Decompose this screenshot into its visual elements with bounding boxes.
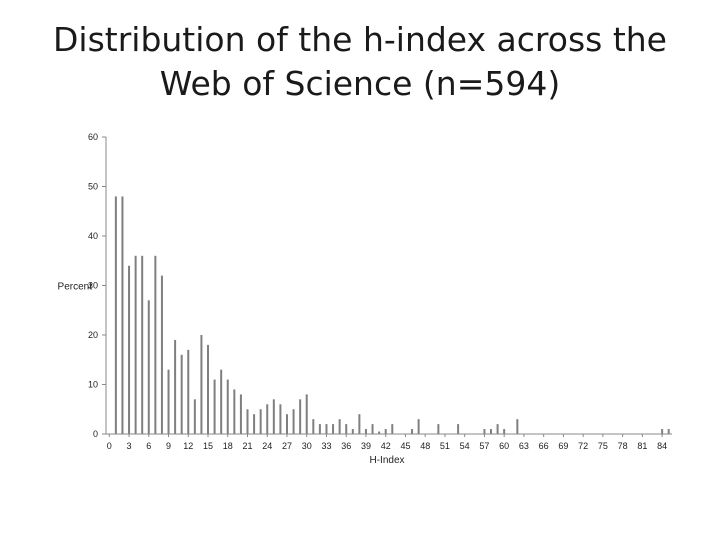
bar <box>371 424 374 434</box>
y-tick-label: 40 <box>88 231 98 241</box>
bar <box>661 429 664 434</box>
bar <box>285 414 288 434</box>
bar <box>503 429 506 434</box>
y-axis-title: Percent <box>58 282 93 293</box>
bar <box>292 409 295 434</box>
bar <box>457 424 460 434</box>
y-tick-label: 60 <box>88 132 98 142</box>
bar <box>220 369 223 434</box>
bar <box>134 255 137 434</box>
x-tick-label: 39 <box>361 441 371 451</box>
bar <box>358 414 361 434</box>
y-tick-label: 30 <box>88 281 98 291</box>
bar <box>338 419 341 434</box>
bar <box>147 300 150 434</box>
x-tick-label: 3 <box>127 441 132 451</box>
y-tick-label: 10 <box>88 380 98 390</box>
bar <box>141 255 144 434</box>
bar <box>391 424 394 434</box>
x-tick-label: 6 <box>146 441 151 451</box>
bar <box>121 196 124 434</box>
bar <box>193 399 196 434</box>
x-tick-label: 21 <box>242 441 252 451</box>
x-tick-label: 15 <box>203 441 213 451</box>
x-tick-label: 69 <box>558 441 568 451</box>
x-tick-label: 48 <box>420 441 430 451</box>
bar <box>417 419 420 434</box>
bar <box>332 424 335 434</box>
x-tick-label: 36 <box>341 441 351 451</box>
x-tick-label: 72 <box>578 441 588 451</box>
bar <box>299 399 302 434</box>
bar <box>325 424 328 434</box>
bar <box>207 344 210 434</box>
bar <box>160 275 163 434</box>
slide-title: Distribution of the h-index across the W… <box>0 18 720 106</box>
bar <box>318 424 321 434</box>
x-tick-label: 54 <box>460 441 470 451</box>
bar <box>226 379 229 434</box>
bar <box>364 429 367 434</box>
bar <box>411 429 414 434</box>
bar <box>233 389 236 434</box>
x-tick-label: 60 <box>499 441 509 451</box>
bar <box>378 431 381 434</box>
y-tick-label: 0 <box>93 429 98 439</box>
bar <box>114 196 117 434</box>
bar <box>167 369 170 434</box>
x-tick-label: 33 <box>321 441 331 451</box>
x-tick-label: 0 <box>107 441 112 451</box>
x-tick-label: 30 <box>302 441 312 451</box>
y-tick-label: 50 <box>88 182 98 192</box>
bar <box>490 429 493 434</box>
bar <box>279 404 282 434</box>
slide-title-line-2: Web of Science (n=594) <box>159 64 561 103</box>
y-axis-ticks: 0 10 20 30 40 50 60 <box>88 132 106 439</box>
x-tick-label: 18 <box>223 441 233 451</box>
x-tick-label: 75 <box>598 441 608 451</box>
x-tick-label: 27 <box>282 441 292 451</box>
bar-group <box>114 196 670 434</box>
bar <box>272 399 275 434</box>
x-tick-label: 81 <box>637 441 647 451</box>
bar <box>345 424 348 434</box>
bar <box>200 335 203 434</box>
bar <box>483 429 486 434</box>
x-tick-label: 45 <box>400 441 410 451</box>
bar <box>128 265 131 434</box>
x-tick-label: 57 <box>479 441 489 451</box>
bar <box>516 419 519 434</box>
x-tick-label: 78 <box>618 441 628 451</box>
x-tick-label: 12 <box>183 441 193 451</box>
x-tick-label: 42 <box>381 441 391 451</box>
bar <box>239 394 242 434</box>
x-axis-ticks: 0 3 6 9 12 15 18 21 24 27 30 33 36 39 42 45 48 51 54 57 60 63… <box>107 434 667 451</box>
bar <box>246 409 249 434</box>
x-tick-label: 63 <box>519 441 529 451</box>
x-tick-label: 9 <box>166 441 171 451</box>
bar <box>305 394 308 434</box>
bar <box>384 429 387 434</box>
slide-title-line-1: Distribution of the h-index across the <box>53 20 667 59</box>
bar <box>154 255 157 434</box>
bar <box>174 339 177 434</box>
bar <box>496 424 499 434</box>
bar <box>213 379 216 434</box>
bar <box>259 409 262 434</box>
bar <box>437 424 440 434</box>
bar <box>351 429 354 434</box>
bar <box>187 349 190 434</box>
x-tick-label: 66 <box>539 441 549 451</box>
bar <box>253 414 256 434</box>
bar <box>312 419 315 434</box>
bar <box>180 354 183 434</box>
x-tick-label: 24 <box>262 441 272 451</box>
x-tick-label: 51 <box>440 441 450 451</box>
x-axis-title: H-Index <box>369 455 404 466</box>
bar <box>667 429 670 434</box>
y-tick-label: 20 <box>88 330 98 340</box>
bar <box>266 404 269 434</box>
x-tick-label: 84 <box>657 441 667 451</box>
